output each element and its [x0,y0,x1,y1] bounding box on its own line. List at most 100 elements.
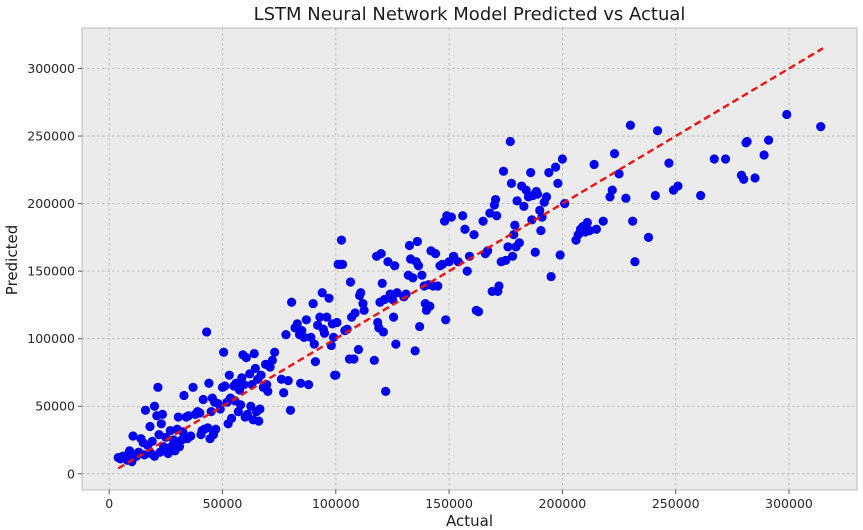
data-point [301,315,311,325]
chart-title: LSTM Neural Network Model Predicted vs A… [254,4,686,25]
data-point [536,226,546,236]
data-point [186,431,196,441]
y-tick-label: 100000 [27,331,75,346]
data-point [332,317,342,328]
data-point [369,355,379,365]
data-point [650,190,660,201]
data-point [506,178,517,188]
data-point [211,424,221,434]
x-tick-label: 300000 [765,496,813,511]
data-point [413,261,424,271]
data-point [128,431,138,441]
data-point [220,381,230,391]
data-point [498,166,509,176]
data-point [591,224,602,234]
data-point [153,382,163,392]
y-axis-label: Predicted [3,225,21,295]
data-point [614,169,624,179]
data-point [226,413,237,424]
data-point [759,150,769,160]
data-point [816,122,826,132]
x-tick-label: 50000 [203,496,243,511]
data-point [387,294,398,305]
data-point [557,154,568,164]
data-point [145,421,155,432]
data-point [224,370,234,380]
data-point [359,305,369,315]
data-point [315,312,325,322]
data-point [739,174,749,184]
data-point [433,281,443,291]
data-point [404,240,415,251]
data-point [358,298,368,309]
y-tick-label: 200000 [27,196,75,211]
x-tick-label: 250000 [652,496,700,511]
data-point [304,380,314,390]
data-point [202,327,212,337]
data-point [750,173,760,183]
data-point [764,135,774,145]
data-point [505,136,515,147]
data-point [503,242,513,252]
data-point [628,216,638,226]
data-point [308,298,318,309]
data-point [582,217,592,228]
data-point [652,126,663,136]
data-point [179,390,189,401]
data-point [430,248,441,259]
data-points [113,109,826,467]
reference-line [117,47,824,470]
data-point [287,297,297,307]
data-point [391,339,401,349]
data-point [696,190,706,201]
data-point [328,332,339,342]
data-point [492,211,502,221]
data-point [310,357,321,367]
data-point [507,251,518,261]
data-point [625,120,635,130]
data-point [256,370,266,380]
data-point [401,289,411,299]
x-tick-label: 150000 [425,496,473,511]
data-point [462,266,472,276]
data-point [490,194,501,205]
data-point [589,159,599,170]
data-point [473,307,484,317]
data-point [446,212,456,222]
data-point [388,312,399,322]
data-point [195,408,205,418]
data-point [236,400,246,410]
data-point [551,162,561,172]
data-point [255,404,265,414]
data-point [356,288,366,298]
data-point [349,354,359,364]
data-point [157,409,168,419]
y-tick-label: 0 [67,466,75,481]
data-point [673,181,683,191]
data-point [643,232,654,242]
data-point [514,238,524,248]
data-point [494,281,504,291]
x-tick-label: 200000 [539,496,587,511]
data-point [553,178,563,188]
data-point [299,332,309,342]
data-point [532,189,543,199]
data-point [664,158,674,168]
data-point [469,230,479,240]
data-point [630,257,640,267]
data-point [519,201,529,211]
data-point [412,236,422,247]
data-point [279,388,289,398]
data-point [336,235,347,245]
data-point [501,255,511,265]
data-point [241,353,251,363]
data-point [331,370,341,380]
data-point [353,344,364,355]
data-point [377,278,387,288]
data-point [317,288,327,298]
y-tick-label: 300000 [27,61,75,76]
data-point [173,412,183,422]
data-point [383,257,393,267]
data-point [350,308,360,318]
